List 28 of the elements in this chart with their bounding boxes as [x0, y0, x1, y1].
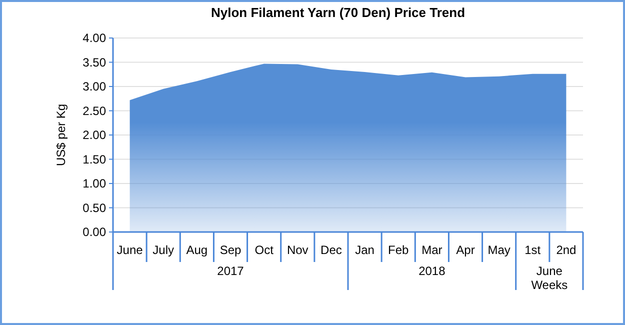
- y-tick-label: 3.50: [82, 55, 106, 70]
- y-tick-label: 2.50: [82, 104, 106, 118]
- y-tick-label: 0.50: [82, 200, 106, 215]
- text: 2018: [418, 264, 446, 278]
- x-tick-label: Mar: [422, 243, 442, 257]
- x-tick-label: 2nd: [556, 243, 576, 257]
- x-tick-label: May: [488, 243, 510, 257]
- y-axis-title: US$ per Kg: [54, 104, 68, 166]
- x-tick-label: July: [152, 243, 174, 257]
- x-tick-label: Sep: [220, 243, 242, 257]
- x-tick-label: Dec: [320, 243, 342, 257]
- y-tick-label: 3.00: [82, 80, 106, 94]
- text: 2017: [217, 264, 244, 278]
- x-tick-label: 1st: [524, 243, 542, 257]
- y-tick-label: 1.00: [82, 176, 106, 191]
- x-tick-label: Nov: [286, 243, 308, 257]
- x-tick-label: Oct: [254, 243, 274, 257]
- x-tick-label: June: [116, 243, 144, 257]
- x-tick-label: Apr: [456, 243, 475, 257]
- chart-title: Nylon Filament Yarn (70 Den) Price Trend: [210, 5, 466, 20]
- x-tick-label: Feb: [388, 243, 410, 257]
- y-tick-label: 0.00: [82, 225, 106, 240]
- x-tick-label: Jan: [355, 243, 374, 257]
- y-tick-label: 4.00: [82, 31, 106, 46]
- text: June Weeks: [531, 264, 568, 292]
- x-tick-label: Aug: [186, 243, 208, 257]
- y-tick-label: 1.50: [82, 152, 106, 166]
- y-tick-label: 2.00: [82, 128, 106, 142]
